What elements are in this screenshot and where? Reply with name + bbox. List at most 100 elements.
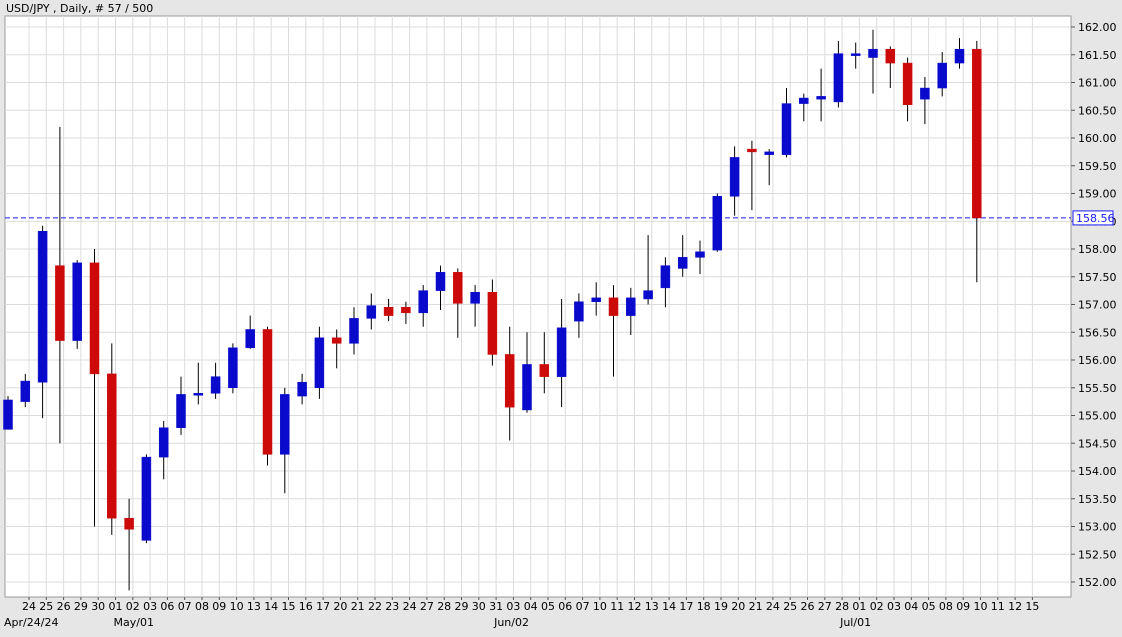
candle-body-up	[193, 393, 204, 396]
candle-body-up	[37, 230, 48, 383]
price-tick-label: 161.00	[1078, 77, 1117, 90]
candle-body-up	[141, 456, 152, 541]
candle-body-up	[470, 292, 480, 304]
date-tick-label: 03	[143, 600, 157, 613]
candle-body-up	[781, 103, 792, 155]
date-tick-label: 21	[749, 600, 763, 613]
date-tick-label: 14	[264, 600, 278, 613]
candle	[193, 362, 204, 405]
date-tick-label: 16	[299, 600, 313, 613]
candle-body-up	[3, 399, 13, 430]
candle-body-up	[660, 265, 671, 289]
price-tick-label: 154.50	[1078, 437, 1117, 450]
date-tick-label: 10	[593, 600, 607, 613]
candle	[747, 140, 757, 211]
candle	[3, 396, 13, 430]
price-tick-label: 159.00	[1078, 188, 1117, 201]
price-tick-label: 153.50	[1078, 493, 1117, 506]
date-tick-label: 20	[333, 600, 347, 613]
candle	[487, 279, 498, 366]
candle	[453, 268, 463, 338]
date-tick-label: 13	[247, 600, 261, 613]
date-tick-label: 26	[57, 600, 71, 613]
candle-body-up	[799, 97, 809, 104]
candle-body-up	[954, 48, 965, 64]
price-tick-label: 152.00	[1078, 576, 1117, 589]
candle-body-up	[712, 196, 723, 251]
candle	[850, 42, 861, 69]
price-tick-label: 159.50	[1078, 160, 1117, 173]
candle-body-up	[418, 290, 428, 314]
date-tick-label: 04	[524, 600, 538, 613]
date-tick-label: 06	[160, 600, 174, 613]
chart-title: USD/JPY , Daily, # 57 / 500	[6, 2, 153, 15]
candle-body-up	[937, 62, 947, 89]
date-tick-label: 07	[178, 600, 192, 613]
candle-body-down	[383, 307, 394, 316]
candle-body-up	[349, 318, 359, 344]
date-tick-label: 05	[541, 600, 555, 613]
date-tick-label: 24	[22, 600, 36, 613]
date-tick-label: 07	[576, 600, 590, 613]
date-tick-label: 10	[974, 600, 988, 613]
candle	[435, 265, 446, 311]
candle-body-up	[314, 337, 325, 388]
last-price-label: 158.56	[1076, 212, 1115, 225]
price-tick-label: 160.50	[1078, 104, 1117, 117]
candle-body-up	[850, 53, 861, 56]
date-tick-label: 09	[956, 600, 970, 613]
candle-body-up	[435, 272, 446, 291]
candle	[608, 285, 619, 377]
candle	[107, 343, 117, 535]
candle-body-down	[972, 48, 982, 219]
candle	[383, 298, 394, 322]
candle	[626, 287, 636, 336]
date-tick-label: 02	[126, 600, 140, 613]
date-tick-label: 12	[628, 600, 642, 613]
candle	[902, 57, 913, 122]
candle	[712, 193, 723, 252]
date-tick-label: 12	[1008, 600, 1022, 613]
date-tick-label: 29	[74, 600, 88, 613]
period-label: Jun/02	[493, 616, 529, 629]
candle-body-down	[331, 337, 342, 344]
candle	[37, 225, 48, 419]
candle	[245, 315, 255, 349]
candle	[920, 76, 930, 125]
date-tick-label: 23	[385, 600, 399, 613]
date-tick-label: 29	[455, 600, 469, 613]
candle	[470, 285, 480, 327]
candle	[176, 376, 186, 435]
candle-body-down	[107, 373, 117, 519]
date-tick-label: 17	[316, 600, 330, 613]
period-label: Apr/24/24	[4, 616, 58, 629]
candle	[210, 362, 221, 399]
date-tick-label: 11	[610, 600, 624, 613]
candle-body-down	[55, 265, 65, 341]
candle-body-up	[816, 96, 826, 100]
candle-body-up	[158, 427, 169, 458]
candle	[695, 240, 705, 274]
price-tick-label: 155.50	[1078, 382, 1117, 395]
date-tick-label: 22	[368, 600, 382, 613]
date-tick-label: 13	[645, 600, 659, 613]
date-tick-label: 30	[472, 600, 486, 613]
candle	[833, 40, 844, 108]
candle	[314, 326, 325, 399]
candle-body-up	[210, 376, 221, 394]
candle-body-up	[72, 262, 82, 341]
date-tick-label: 28	[835, 600, 849, 613]
candle	[591, 282, 601, 316]
candle-body-down	[608, 297, 619, 316]
date-tick-label: 05	[922, 600, 936, 613]
candle-body-up	[556, 327, 567, 377]
date-tick-label: 03	[887, 600, 901, 613]
candle	[729, 146, 740, 216]
candle-body-up	[920, 87, 930, 100]
candle	[885, 46, 896, 89]
candle-body-down	[885, 48, 896, 64]
candle-body-up	[729, 157, 740, 197]
candle-body-up	[868, 48, 878, 58]
candle	[366, 293, 377, 330]
